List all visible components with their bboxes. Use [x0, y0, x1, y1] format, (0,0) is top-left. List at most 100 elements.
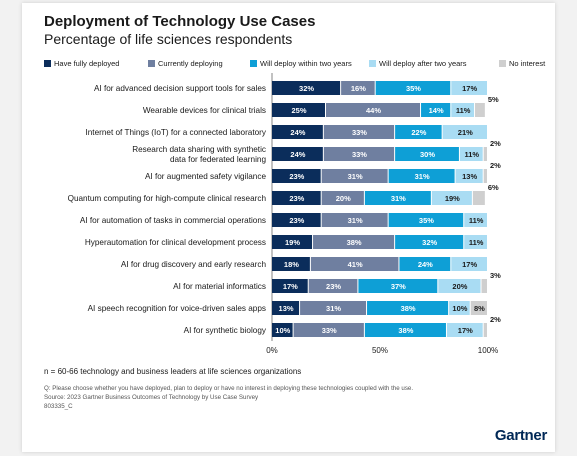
- data-label: 30%: [420, 150, 435, 159]
- bar-segment: [451, 257, 487, 271]
- category-label: AI for automation of tasks in commercial…: [80, 216, 266, 225]
- bar-segment: [395, 235, 464, 249]
- data-label: 2%: [490, 139, 501, 148]
- bar-segment: [388, 213, 464, 227]
- chart-subtitle: Percentage of life sciences respondents: [44, 31, 293, 47]
- bar-segment: [483, 147, 487, 161]
- bar-segment: [459, 147, 483, 161]
- x-tick-label: 100%: [478, 346, 498, 355]
- category-label: Research data sharing with synthetic: [132, 145, 266, 154]
- data-label: 11%: [464, 150, 479, 159]
- data-label: 16%: [351, 84, 366, 93]
- bar-segment: [481, 279, 487, 293]
- legend-label: No interest: [509, 59, 546, 68]
- legend-item: Have fully deployed: [44, 59, 119, 68]
- legend-swatch: [148, 60, 155, 67]
- data-label: 22%: [411, 128, 426, 137]
- data-label: 41%: [348, 260, 363, 269]
- category-label: Wearable devices for clinical trials: [143, 106, 266, 115]
- source-line: Source: 2023 Gartner Business Outcomes o…: [44, 394, 259, 401]
- bar-segment: [451, 103, 475, 117]
- data-label: 24%: [418, 260, 433, 269]
- data-label: 10%: [452, 304, 467, 313]
- legend-swatch: [369, 60, 376, 67]
- data-label: 44%: [366, 106, 381, 115]
- data-label: 13%: [279, 304, 294, 313]
- bar-segment: [421, 103, 451, 117]
- data-label: 18%: [284, 260, 299, 269]
- data-label: 33%: [322, 326, 337, 335]
- bar-segment: [300, 301, 367, 315]
- bar-segment: [272, 147, 323, 161]
- bar-segment: [464, 235, 487, 249]
- bar-segment: [323, 125, 395, 139]
- bar-segment: [272, 81, 341, 95]
- category-label: Internet of Things (IoT) for a connected…: [85, 128, 266, 137]
- bar-segment: [472, 191, 485, 205]
- bar-segment: [272, 191, 321, 205]
- data-label: 31%: [348, 172, 363, 181]
- legend-swatch: [499, 60, 506, 67]
- x-tick-label: 0%: [266, 346, 278, 355]
- bar-segment: [475, 103, 485, 117]
- data-label: 24%: [290, 150, 305, 159]
- data-label: 32%: [422, 238, 437, 247]
- data-label: 33%: [352, 128, 367, 137]
- bar-segment: [313, 235, 395, 249]
- bar-segment: [451, 81, 487, 95]
- data-label: 17%: [283, 282, 298, 291]
- data-label: 21%: [458, 128, 473, 137]
- chart-title: Deployment of Technology Use Cases: [44, 13, 316, 30]
- bar-segment: [449, 301, 470, 315]
- data-label: 38%: [401, 304, 416, 313]
- data-label: 20%: [336, 194, 351, 203]
- bar-segment: [358, 279, 438, 293]
- data-label: 20%: [452, 282, 467, 291]
- data-label: 2%: [490, 315, 501, 324]
- data-label: 31%: [391, 194, 406, 203]
- category-label: AI for material informatics: [173, 282, 266, 291]
- data-label: 8%: [474, 304, 485, 313]
- bar-segment: [321, 213, 388, 227]
- chart-card: Deployment of Technology Use Cases Perce…: [22, 3, 555, 452]
- stacked-bar-chart: AI for advanced decision support tools f…: [68, 73, 501, 355]
- bar-segment: [364, 191, 431, 205]
- category-label: AI speech recognition for voice-driven s…: [88, 304, 266, 313]
- data-label: 23%: [326, 282, 341, 291]
- bar-segment: [293, 323, 364, 337]
- data-label: 23%: [289, 194, 304, 203]
- category-label: data for federated learning: [170, 155, 266, 164]
- data-label: 17%: [458, 326, 473, 335]
- bar-segment: [388, 169, 455, 183]
- data-label: 2%: [490, 161, 501, 170]
- data-label: 31%: [348, 216, 363, 225]
- bar-segment: [323, 147, 395, 161]
- gartner-logo: Gartner: [494, 427, 547, 444]
- category-label: AI for advanced decision support tools f…: [94, 84, 266, 93]
- x-tick-label: 50%: [372, 346, 388, 355]
- bar-segment: [272, 279, 308, 293]
- legend-label: Will deploy within two years: [260, 59, 352, 68]
- bar-segment: [470, 301, 487, 315]
- bar-segment: [326, 103, 421, 117]
- bar-segment: [272, 323, 293, 337]
- legend-item: Currently deploying: [148, 59, 223, 68]
- bar-segment: [455, 169, 483, 183]
- data-label: 10%: [275, 326, 290, 335]
- category-label: AI for drug discovery and early research: [121, 260, 267, 269]
- legend-swatch: [44, 60, 51, 67]
- figure-id: 803335_C: [44, 403, 73, 410]
- data-label: 19%: [285, 238, 300, 247]
- data-label: 31%: [415, 172, 430, 181]
- data-label: 35%: [406, 84, 421, 93]
- bar-segment: [308, 279, 358, 293]
- legend-label: Currently deploying: [158, 59, 223, 68]
- data-label: 23%: [289, 172, 304, 181]
- bar-segment: [272, 301, 300, 315]
- legend-label: Will deploy after two years: [379, 59, 467, 68]
- data-label: 24%: [290, 128, 305, 137]
- bar-segment: [321, 169, 388, 183]
- bar-segment: [395, 147, 459, 161]
- bar-segment: [431, 191, 472, 205]
- survey-question: Q: Please choose whether you have deploy…: [44, 385, 414, 392]
